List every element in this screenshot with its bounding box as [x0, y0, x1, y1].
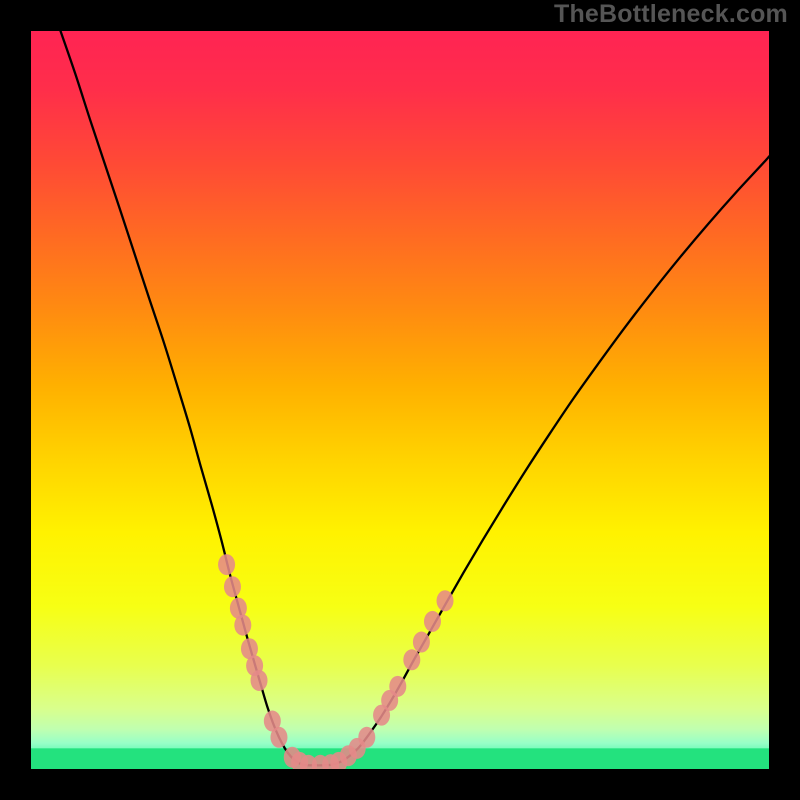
data-marker [413, 632, 430, 653]
plot-area [31, 31, 769, 769]
figure-root: TheBottleneck.com [0, 0, 800, 800]
watermark-text: TheBottleneck.com [554, 0, 788, 29]
gradient-background [31, 31, 769, 769]
data-marker [403, 649, 420, 670]
data-marker [389, 676, 406, 697]
data-marker [224, 576, 241, 597]
data-marker [234, 615, 251, 636]
data-marker [251, 670, 268, 691]
bottoming-band [31, 748, 769, 769]
plot-svg [31, 31, 769, 769]
data-marker [358, 727, 375, 748]
data-marker [437, 590, 454, 611]
data-marker [424, 611, 441, 632]
data-marker [270, 727, 287, 748]
data-marker [218, 554, 235, 575]
